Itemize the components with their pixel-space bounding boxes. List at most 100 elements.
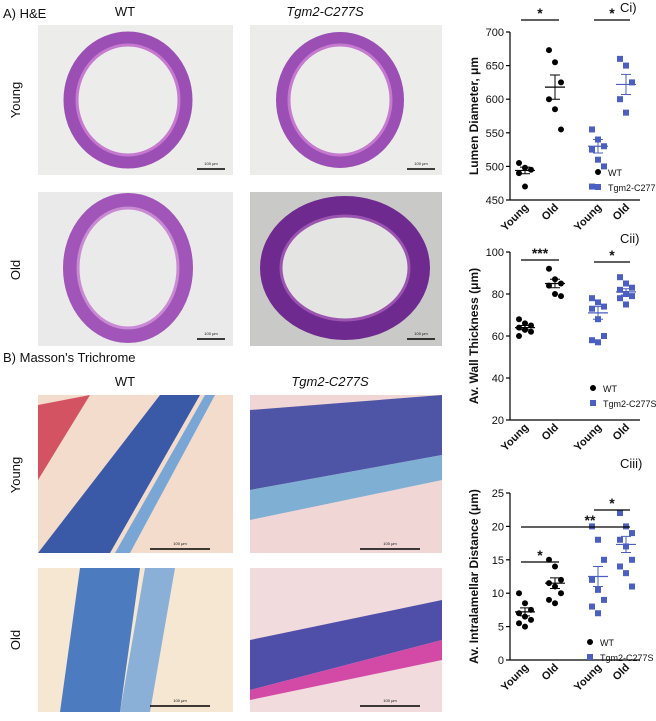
data-point [589, 576, 595, 583]
row-label: Young [8, 82, 23, 118]
y-axis-label: Av. Intralamellar Distance (μm) [467, 489, 481, 664]
data-point [617, 55, 623, 62]
data-point [623, 62, 629, 69]
micrograph [38, 192, 233, 346]
chart-title: Ciii) [620, 456, 642, 471]
data-point [522, 623, 528, 630]
micrograph [250, 192, 442, 346]
y-axis-label: Av. Wall Thickness (μm) [467, 268, 481, 404]
legend-label: Tgm2-C277S [603, 399, 656, 409]
legend-label: Tgm2-C277S [600, 653, 654, 663]
significance-label: * [537, 5, 543, 21]
micrograph [38, 395, 233, 553]
y-tick-label: 15 [492, 555, 504, 567]
data-point [617, 274, 623, 281]
data-point [558, 79, 564, 86]
data-point [601, 163, 607, 170]
error-bar [621, 535, 631, 553]
data-point [546, 596, 552, 603]
legend-label: Tgm2-C277S [608, 183, 656, 193]
scale-label: 100 μm [383, 541, 397, 546]
y-tick-label: 40 [492, 373, 504, 385]
legend-label: WT [600, 638, 614, 648]
legend-marker [587, 639, 593, 645]
data-point [629, 583, 635, 590]
y-tick-label: 600 [486, 94, 504, 106]
data-point [589, 603, 595, 610]
y-tick-label: 0 [498, 655, 504, 667]
column-label: WT [115, 4, 135, 19]
legend-marker [590, 385, 596, 391]
data-point [629, 530, 635, 537]
data-point [617, 510, 623, 517]
data-point [601, 303, 607, 310]
scale-label: 100 μm [173, 541, 187, 546]
data-point [528, 616, 534, 623]
data-point [595, 339, 601, 346]
x-tick-label: Old [611, 202, 632, 223]
y-axis-label: Lumen Diameter, μm [467, 57, 481, 175]
data-point [516, 590, 522, 597]
error-bar [520, 325, 530, 331]
y-tick-label: 500 [486, 161, 504, 173]
data-point [516, 333, 522, 339]
column-label: WT [115, 374, 135, 389]
data-point [522, 320, 528, 327]
scale-label: 100 μm [173, 698, 187, 703]
data-point [546, 265, 552, 272]
x-tick-label: Old [540, 662, 561, 683]
data-point [617, 536, 623, 543]
data-point [623, 109, 629, 116]
data-point [617, 563, 623, 570]
significance-label: ** [585, 512, 596, 528]
data-point [629, 79, 635, 86]
data-point [595, 156, 601, 163]
data-point [623, 301, 629, 308]
y-tick-label: 20 [492, 415, 504, 427]
data-point [522, 600, 528, 607]
data-point [552, 600, 558, 607]
data-point [552, 59, 558, 66]
column-label: Tgm2-C277S [286, 4, 364, 19]
data-point [552, 106, 558, 113]
data-point [552, 563, 558, 570]
row-label: Old [8, 260, 23, 280]
data-point [623, 570, 629, 577]
y-tick-label: 700 [486, 27, 504, 39]
data-point [558, 590, 564, 597]
significance-label: * [609, 5, 615, 21]
data-point [601, 333, 607, 339]
error-bar [621, 288, 631, 296]
y-tick-label: 25 [492, 488, 504, 500]
legend-label: WT [603, 384, 617, 394]
data-point [516, 160, 522, 167]
scale-label: 100 μm [204, 331, 218, 336]
x-tick-label: Young [572, 202, 604, 234]
data-point [558, 576, 564, 583]
error-bar [593, 306, 603, 320]
legend-marker [587, 654, 593, 660]
row-label: Young [8, 457, 23, 493]
y-tick-label: 20 [492, 521, 504, 533]
y-tick-label: 550 [486, 128, 504, 140]
scale-label: 100 μm [383, 698, 397, 703]
data-point [589, 183, 595, 190]
micrograph [250, 25, 442, 175]
scale-label: 100 μm [204, 161, 218, 166]
data-point [522, 183, 528, 190]
data-point [595, 299, 601, 306]
y-tick-label: 10 [492, 588, 504, 600]
scale-label: 100 μm [414, 161, 428, 166]
data-point [617, 96, 623, 103]
x-tick-label: Young [572, 422, 604, 454]
error-bar [550, 278, 560, 289]
x-tick-label: Old [611, 662, 632, 683]
column-label: Tgm2-C277S [291, 374, 369, 389]
data-point [516, 316, 522, 323]
y-tick-label: 650 [486, 61, 504, 73]
data-point [589, 126, 595, 133]
x-tick-label: Old [540, 422, 561, 443]
data-point [629, 284, 635, 291]
data-point [522, 613, 528, 620]
